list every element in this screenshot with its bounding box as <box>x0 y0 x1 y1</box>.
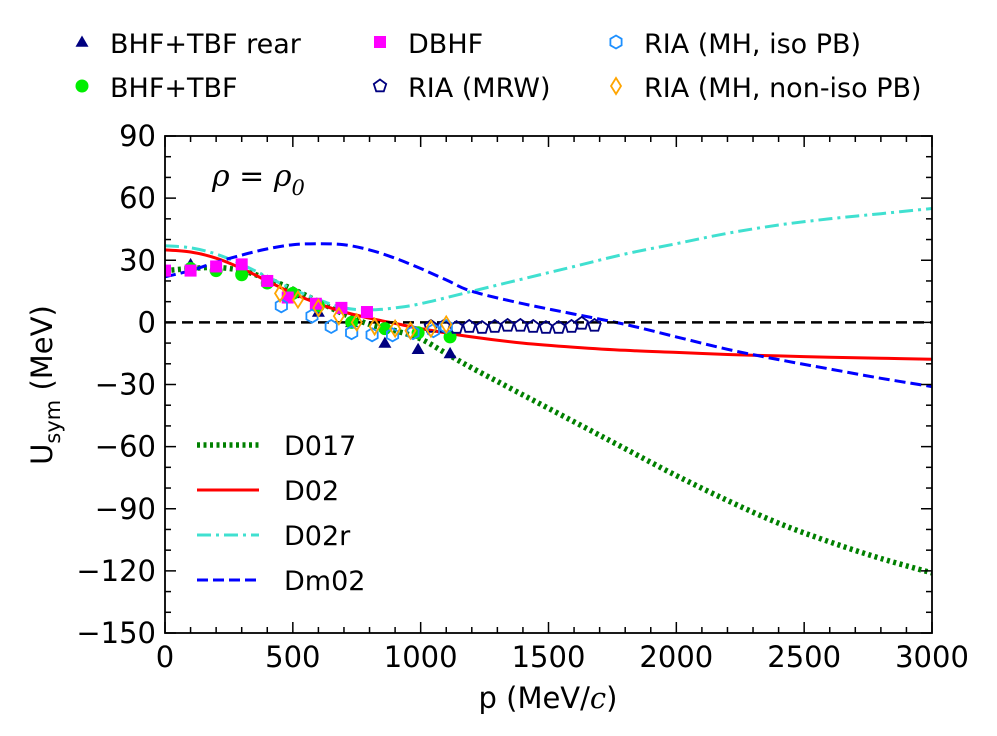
y-tick-label: 60 <box>119 181 156 215</box>
point-dbhf <box>261 274 274 287</box>
marker-legend: BHF+TBF rear DBHF RIA (MH, iso PB) BHF+TBF R… <box>75 29 922 104</box>
x-tick-label: 3000 <box>895 640 969 674</box>
point-dbhf <box>235 258 248 271</box>
x-tick-label: 500 <box>265 640 320 674</box>
point-ria-mrw <box>574 315 589 330</box>
point-ria-mh-non-iso-pb <box>368 316 381 337</box>
curve-dm02 <box>165 242 932 389</box>
y-tick-label: 0 <box>138 305 156 339</box>
legend-label-d02r: D02r <box>284 521 351 552</box>
legend-label-dm02: Dm02 <box>284 566 365 597</box>
point-ria-mh-non-iso-pb <box>389 318 402 339</box>
y-tick-label: −150 <box>76 616 156 650</box>
line-legend: D017 D02 D02r Dm02 <box>197 431 365 597</box>
x-tick-label: 1500 <box>512 640 586 674</box>
y-tick-label: −30 <box>95 368 156 402</box>
legend-label-bhf-tbf-rear: BHF+TBF rear <box>110 29 302 60</box>
point-ria-mh-non-iso-pb <box>350 312 363 333</box>
point-ria-mh-iso-pb <box>274 298 288 314</box>
point-dbhf <box>210 260 223 273</box>
markers-layer <box>165 257 602 359</box>
curve-d02 <box>165 248 932 361</box>
point-ria-mrw <box>538 319 554 334</box>
x-tick-labels: 0 500 1000 1500 2000 2500 3000 <box>156 640 969 674</box>
legend-label-ria-mrw: RIA (MRW) <box>408 73 551 104</box>
x-tick-label: 1000 <box>384 640 458 674</box>
point-bhf-tbf <box>235 268 249 282</box>
x-axis-title: p (MeV/c) <box>479 681 618 715</box>
point-ria-mh-non-iso-pb <box>312 298 325 318</box>
legend-label-dbhf: DBHF <box>408 29 483 60</box>
point-ria-mh-iso-pb <box>324 318 338 335</box>
y-tick-labels: −150 −120 −90 −60 −30 0 30 60 90 <box>76 119 156 650</box>
legend-marker-bhf-tbf-rear <box>75 35 89 47</box>
y-tick-label: −120 <box>76 554 156 588</box>
legend-marker-dbhf <box>374 36 386 48</box>
point-dbhf <box>184 264 197 277</box>
point-ria-mrw <box>500 317 515 332</box>
point-ria-mh-non-iso-pb <box>273 283 287 304</box>
point-ria-mrw <box>551 319 566 334</box>
density-annotation: ρ = ρ0 <box>211 159 305 200</box>
point-dbhf <box>335 301 348 314</box>
point-ria-mh-iso-pb <box>406 325 420 341</box>
point-dbhf <box>360 306 373 319</box>
legend-marker-ria-mh-non-iso-pb <box>609 76 623 96</box>
legend-label-d02: D02 <box>284 476 339 507</box>
plot-frame <box>164 135 933 634</box>
point-ria-mrw <box>423 318 439 333</box>
point-ria-mh-non-iso-pb <box>440 314 453 335</box>
y-axis-title: Usym (MeV) <box>25 305 65 465</box>
x-tick-label: 2500 <box>767 640 841 674</box>
point-ria-mrw <box>587 317 602 332</box>
x-tick-label: 2000 <box>639 640 713 674</box>
point-ria-mrw <box>487 318 503 333</box>
point-bhf-tbf-rear <box>378 336 392 348</box>
point-dbhf <box>165 264 171 277</box>
legend-marker-ria-mh-iso-pb <box>609 34 623 50</box>
x-tick-label: 0 <box>156 640 174 674</box>
legend-label-ria-mh-iso-pb: RIA (MH, iso PB) <box>644 29 861 60</box>
point-ria-mrw <box>462 318 477 333</box>
point-ria-mh-iso-pb <box>305 308 319 324</box>
curve-d02r <box>165 207 932 312</box>
curve-d017 <box>165 264 932 576</box>
legend-label-bhf-tbf: BHF+TBF <box>110 73 238 104</box>
ticks-layer <box>164 135 933 634</box>
point-ria-mrw <box>474 319 490 334</box>
y-tick-label: 90 <box>119 119 156 153</box>
point-bhf-tbf-rear <box>443 346 457 359</box>
point-ria-mh-non-iso-pb <box>424 318 437 339</box>
point-ria-mh-iso-pb <box>426 323 441 339</box>
point-ria-mh-iso-pb <box>365 327 379 343</box>
point-ria-mrw <box>513 317 528 332</box>
point-ria-mh-non-iso-pb <box>404 320 417 341</box>
point-bhf-tbf-rear <box>411 342 425 354</box>
legend-label-d017: D017 <box>284 431 356 462</box>
y-tick-label: −90 <box>95 492 156 526</box>
y-tick-label: 30 <box>119 243 156 277</box>
legend-label-ria-mh-non-iso-pb: RIA (MH, non-iso PB) <box>644 73 922 104</box>
point-ria-mh-non-iso-pb <box>291 289 305 310</box>
point-ria-mh-non-iso-pb <box>332 306 345 326</box>
y-tick-label: −60 <box>95 430 156 464</box>
curves-layer <box>165 207 932 576</box>
legend-marker-ria-mrw <box>372 78 388 93</box>
point-ria-mrw <box>525 318 541 333</box>
legend-marker-bhf-tbf <box>75 79 89 93</box>
